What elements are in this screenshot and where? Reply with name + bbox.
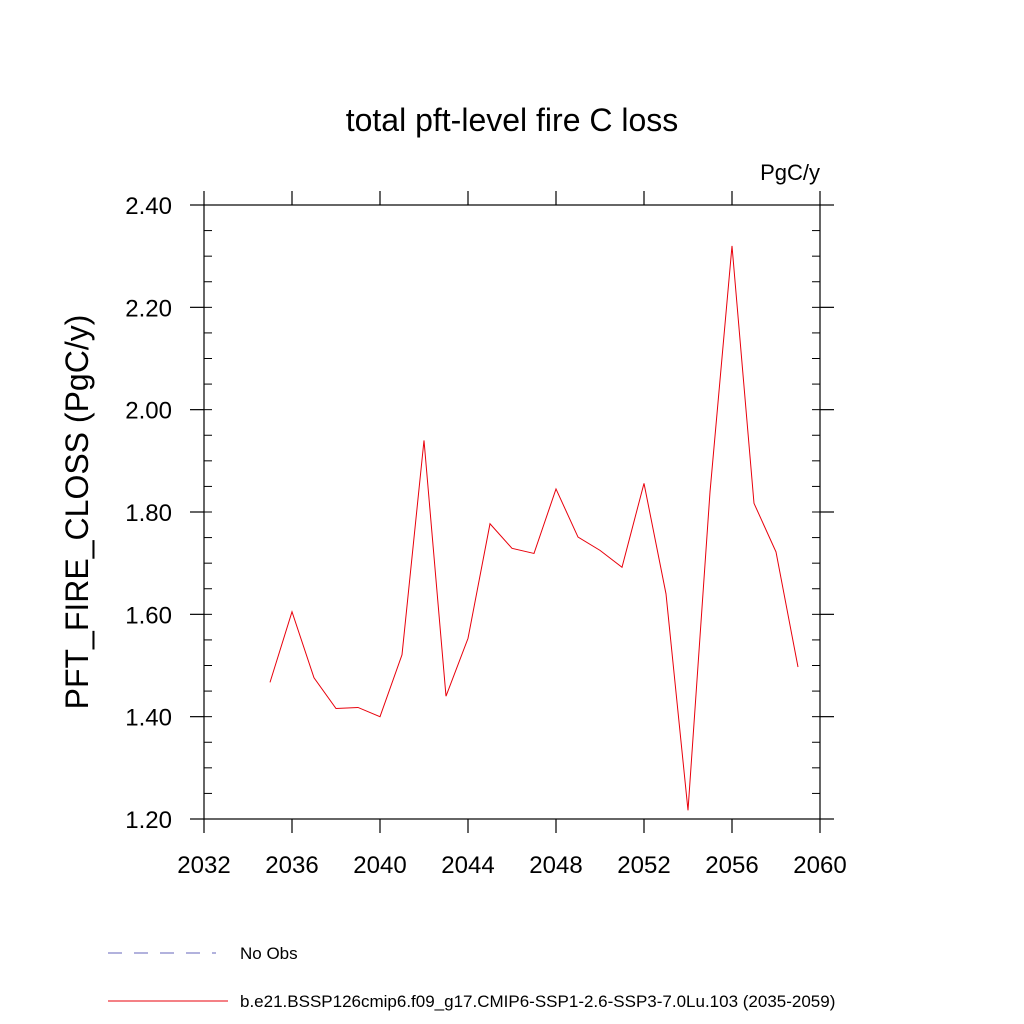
x-tick-label: 2044 bbox=[441, 852, 494, 879]
x-tick-label: 2048 bbox=[529, 852, 582, 879]
legend-label-model-run: b.e21.BSSP126cmip6.f09_g17.CMIP6-SSP1-2.… bbox=[240, 992, 835, 1011]
x-tick-label: 2052 bbox=[617, 852, 670, 879]
y-tick-label: 1.60 bbox=[125, 602, 172, 629]
y-tick-label: 2.40 bbox=[125, 193, 172, 220]
legend-label-no-obs: No Obs bbox=[240, 944, 298, 963]
y-tick-label: 2.20 bbox=[125, 295, 172, 322]
units-label: PgC/y bbox=[760, 160, 820, 185]
x-tick-label: 2032 bbox=[177, 852, 230, 879]
series-lines bbox=[269, 245, 799, 811]
y-tick-label: 1.80 bbox=[125, 500, 172, 527]
legend-item-no-obs: No Obs bbox=[108, 944, 298, 963]
y-axis-label: PFT_FIRE_CLOSS (PgC/y) bbox=[59, 315, 95, 710]
plot-frame bbox=[203, 204, 821, 820]
y-tick-label: 2.00 bbox=[125, 398, 172, 425]
series-line bbox=[269, 245, 799, 811]
x-tick-label: 2060 bbox=[793, 852, 846, 879]
y-tick-label: 1.40 bbox=[125, 705, 172, 732]
x-tick-label: 2040 bbox=[353, 852, 406, 879]
x-tick-label: 2036 bbox=[265, 852, 318, 879]
legend: No Obs b.e21.BSSP126cmip6.f09_g17.CMIP6-… bbox=[108, 944, 835, 1011]
y-tick-label: 1.20 bbox=[125, 807, 172, 834]
x-tick-label: 2056 bbox=[705, 852, 758, 879]
chart-title: total pft-level fire C loss bbox=[346, 102, 679, 138]
legend-item-model-run: b.e21.BSSP126cmip6.f09_g17.CMIP6-SSP1-2.… bbox=[108, 992, 835, 1011]
axis-tick-labels: 2032 2036 2040 2044 2048 2052 2056 2060 1.20 1.40… bbox=[125, 193, 846, 879]
axis-ticks bbox=[190, 191, 834, 833]
